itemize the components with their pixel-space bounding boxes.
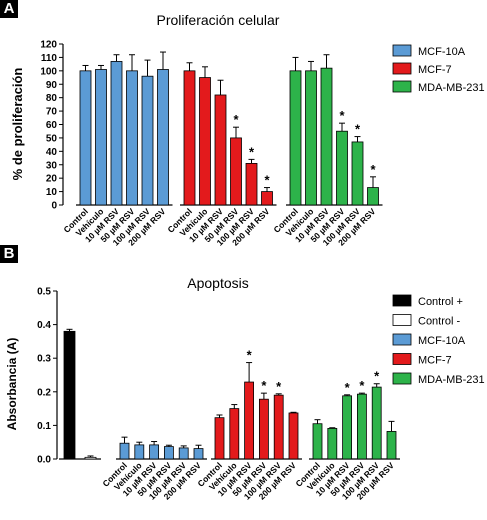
chart-a-ytick-label: 90 <box>46 80 58 91</box>
chart-b-significance: * <box>345 380 351 395</box>
chart-b-bar <box>149 444 160 460</box>
chart-b-control-bar <box>84 456 97 460</box>
chart-b-control-bar <box>63 330 76 460</box>
chart-a-ylabel: % de proliferación <box>10 68 25 181</box>
panel-b-tag: B <box>0 245 18 263</box>
chart-a-legend-label: MCF-10A <box>418 46 466 58</box>
chart-a-significance: * <box>264 173 270 188</box>
chart-b-ylabel: Absorbancia (A) <box>5 338 19 431</box>
chart-a-title: Proliferación celular <box>157 12 280 28</box>
chart-b-ytick-label: 0.0 <box>37 455 51 466</box>
chart-b-legend-swatch <box>392 353 412 365</box>
chart-a-ytick-label: 50 <box>46 133 58 144</box>
chart-b-legend-swatch <box>392 314 412 326</box>
chart-a-significance: * <box>339 108 345 123</box>
chart-a-ytick-label: 120 <box>40 40 57 51</box>
chart-b-ytick-label: 0.3 <box>37 354 51 365</box>
chart-a-legend-label: MCF-7 <box>418 64 452 76</box>
chart-a-significance: * <box>233 112 239 127</box>
chart-b-ytick-label: 0.4 <box>37 320 51 331</box>
chart-b-bar <box>163 446 174 460</box>
chart-b-title: Apoptosis <box>187 275 248 291</box>
chart-b-bar <box>119 442 130 460</box>
chart-a-ytick-label: 60 <box>46 120 58 131</box>
chart-b-bar <box>214 417 225 460</box>
chart-a-bar <box>214 94 227 206</box>
chart-a-ytick-label: 80 <box>46 93 58 104</box>
chart-a-bar <box>320 67 333 206</box>
chart-a-ytick-label: 30 <box>46 160 58 171</box>
chart-a-bar <box>230 137 242 206</box>
chart-a-bar <box>289 70 302 206</box>
chart-b-bar <box>288 412 299 460</box>
chart-a-ytick-label: 40 <box>46 147 58 158</box>
chart-a-bar <box>95 69 107 206</box>
panel-a-tag: A <box>0 0 18 18</box>
chart-b-significance: * <box>374 369 380 384</box>
chart-b-ytick-label: 0.1 <box>37 421 51 432</box>
chart-b-bar <box>327 428 338 460</box>
chart-b-bar <box>229 408 240 460</box>
chart-a-bar <box>110 61 123 206</box>
chart-a-bar <box>245 163 258 206</box>
chart-a-bar <box>126 70 138 206</box>
chart-b-legend-swatch <box>392 333 412 346</box>
chart-a-significance: * <box>370 162 376 177</box>
chart-b-bar <box>258 398 269 460</box>
chart-a-ytick-label: 20 <box>46 174 58 185</box>
chart-b-bar <box>312 423 323 460</box>
chart-b-bar <box>244 381 255 460</box>
chart-a-legend-swatch <box>392 62 412 75</box>
chart-b-ytick-label: 0.2 <box>37 387 51 398</box>
chart-a-legend-swatch <box>392 80 412 93</box>
chart-a-legend-swatch <box>392 44 412 57</box>
chart-b-ytick-label: 0.5 <box>37 287 51 298</box>
chart-a-bar <box>261 191 273 206</box>
chart-b-bar <box>273 394 284 460</box>
chart-a-ytick-label: 100 <box>40 66 57 77</box>
chart-a-bar <box>199 77 211 206</box>
chart-b-significance: * <box>276 379 282 394</box>
chart-b-significance: * <box>359 378 365 393</box>
chart-b-legend-label: MCF-10A <box>418 335 466 347</box>
chart-b-legend-swatch <box>392 372 412 385</box>
chart-a-bar <box>157 69 169 206</box>
chart-a-significance: * <box>249 144 255 159</box>
chart-a-ytick-label: 70 <box>46 107 58 118</box>
chart-b-significance: * <box>261 378 267 393</box>
chart-a-bar <box>351 141 364 206</box>
chart-a-legend-label: MDA-MB-231 <box>418 82 485 94</box>
chart-a-bar <box>79 70 92 206</box>
chart-a-ytick-label: 10 <box>46 187 58 198</box>
chart-a-ytick-label: 110 <box>41 53 58 64</box>
chart-a-bar <box>305 70 317 206</box>
chart-b-bar <box>386 431 397 460</box>
chart-a-bar <box>141 75 154 206</box>
chart-b-bar <box>193 448 204 460</box>
chart-a-ytick-label: 0 <box>51 201 57 212</box>
chart-a-bar <box>367 187 379 206</box>
chart-a-bar <box>183 70 196 206</box>
chart-b-bar <box>178 447 189 460</box>
chart-b-significance: * <box>247 348 253 363</box>
chart-a-bar <box>336 130 348 206</box>
chart-b-bar <box>342 395 353 460</box>
chart-a-significance: * <box>355 122 361 137</box>
chart-b-bar <box>356 393 367 460</box>
chart-b-legend-label: Control + <box>418 296 463 308</box>
chart-b-bar <box>371 386 382 460</box>
chart-b-legend-swatch <box>392 294 412 307</box>
chart-b-legend-label: Control - <box>418 316 461 328</box>
chart-b-bar <box>134 444 145 460</box>
chart-b-legend-label: MDA-MB-231 <box>418 374 485 386</box>
chart-b-legend-label: MCF-7 <box>418 355 452 367</box>
